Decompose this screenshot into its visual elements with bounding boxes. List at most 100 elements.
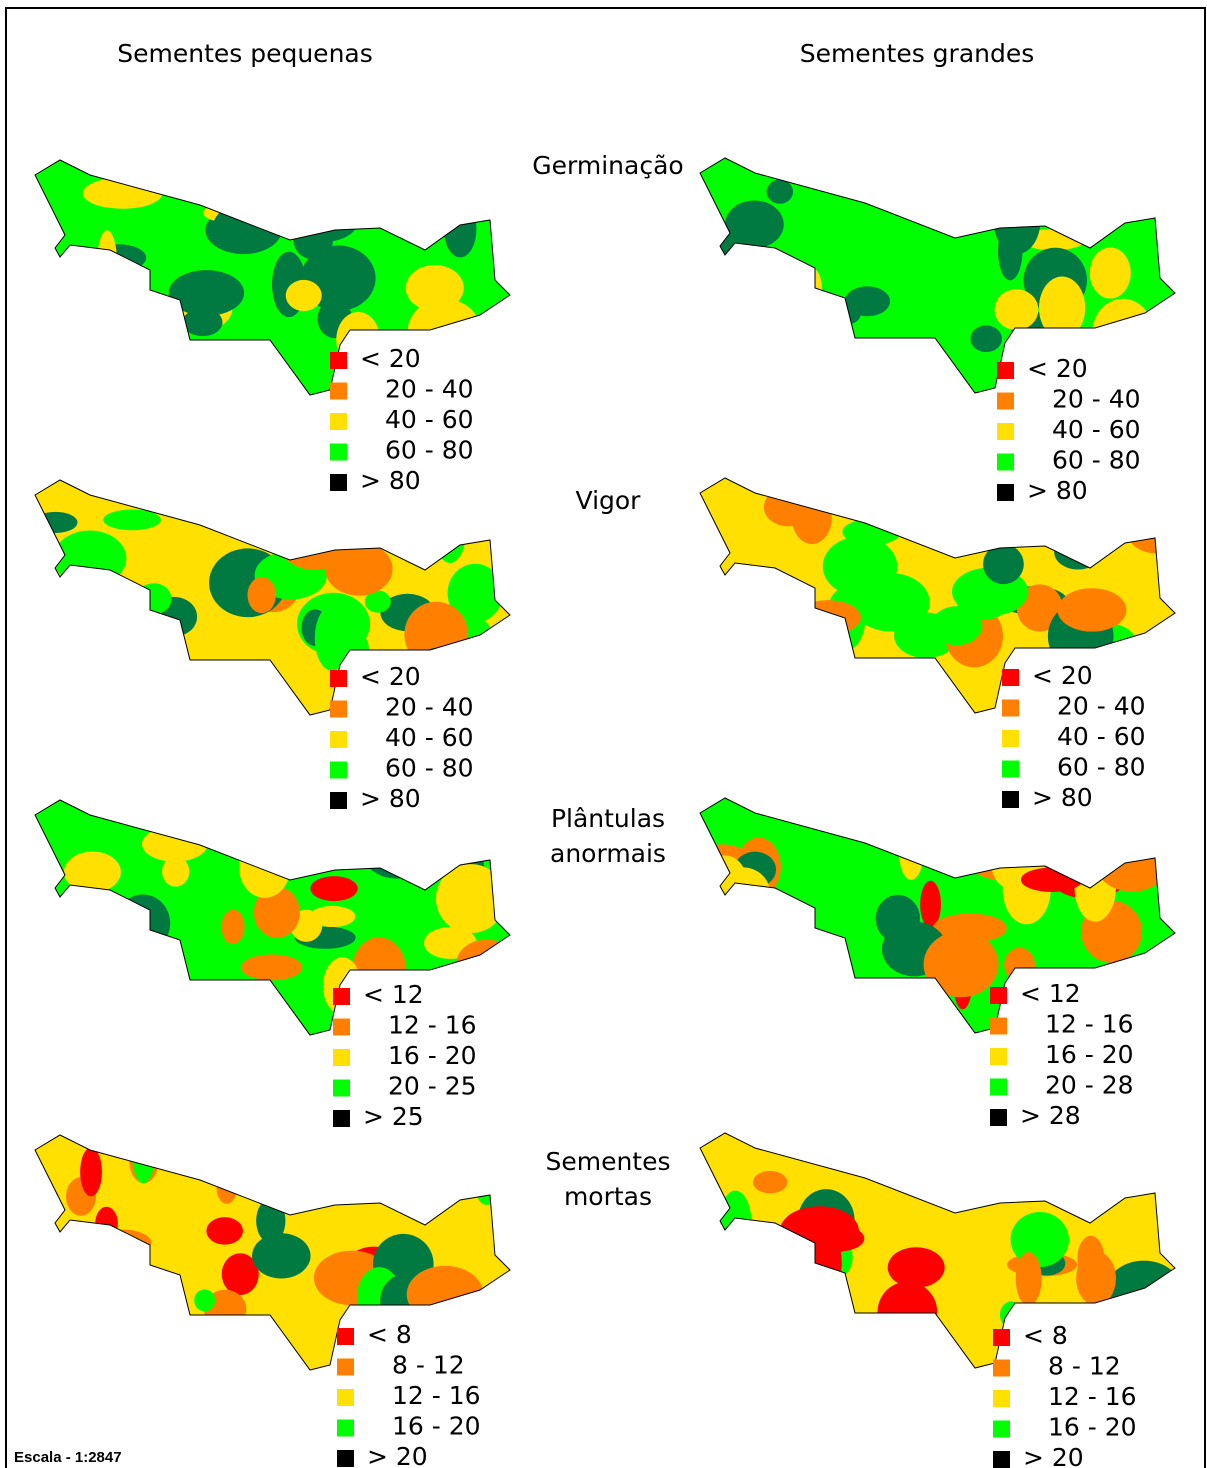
legend-label: 8 - 12 [392, 1351, 465, 1380]
legend-swatch [993, 1360, 1010, 1377]
legend-label: 40 - 60 [1057, 722, 1146, 751]
legend-label: > 20 [367, 1442, 428, 1468]
map-zone [310, 876, 357, 901]
figure: Sementes pequenas Sementes grandes Escal… [0, 0, 1207, 1468]
map-zone [424, 169, 498, 198]
legend-swatch [1002, 700, 1019, 717]
legend-swatch [337, 1359, 354, 1376]
map-zone [423, 166, 459, 214]
map-zone [116, 894, 171, 952]
map [35, 1122, 510, 1370]
map-zone [218, 799, 272, 858]
legend-swatch [1002, 669, 1019, 686]
legend-swatch [997, 393, 1014, 410]
map [34, 480, 510, 715]
legend-label: 20 - 28 [1045, 1071, 1134, 1100]
legend-swatch [333, 988, 350, 1005]
map-zone [408, 812, 442, 865]
legend-swatch [993, 1451, 1010, 1468]
map-zone [239, 836, 290, 898]
legend-label: > 25 [363, 1102, 424, 1131]
legend-label: 20 - 40 [385, 375, 474, 404]
map-zone [136, 583, 171, 614]
map-zone [700, 1274, 772, 1316]
map-zone [64, 851, 121, 892]
map-zone [823, 536, 897, 596]
row-label: Plântulas [551, 804, 665, 833]
map-zone [221, 910, 244, 944]
map-zone [444, 201, 477, 257]
map-zone [1011, 1212, 1069, 1267]
map-zone [404, 602, 468, 667]
map-zone [799, 1261, 844, 1330]
map-zone [213, 208, 255, 249]
map-zone [53, 531, 126, 586]
map [35, 790, 517, 1035]
map-zone [928, 174, 961, 224]
legend-swatch [330, 383, 347, 400]
map-zone [94, 1229, 152, 1255]
legend-label: < 12 [363, 980, 424, 1009]
row-label: anormais [550, 839, 666, 868]
map-zone [767, 267, 818, 315]
legend-label: 20 - 40 [1057, 692, 1146, 721]
legend-swatch [330, 413, 347, 430]
map-zone [480, 809, 506, 844]
legend-label: 40 - 60 [385, 405, 474, 434]
map-zone [307, 1145, 349, 1189]
legend-label: 12 - 16 [1048, 1382, 1137, 1411]
map-zone [286, 280, 322, 311]
legend-label: > 80 [360, 784, 421, 813]
legend-swatch [997, 484, 1014, 501]
map [35, 160, 510, 395]
legend-swatch [337, 1450, 354, 1467]
map-zone [332, 167, 393, 210]
map-zone [1035, 324, 1084, 353]
map-zone [194, 1289, 215, 1311]
map-zone [252, 1233, 310, 1278]
map-zone [1007, 884, 1027, 910]
map [698, 1133, 1182, 1368]
map-zone [1092, 299, 1153, 367]
legend-swatch [337, 1420, 354, 1437]
map-zone [1051, 512, 1105, 555]
map-zone [241, 954, 302, 980]
legend-label: < 20 [1027, 354, 1088, 383]
map-zone [888, 1247, 945, 1288]
map-zone [434, 496, 467, 563]
map-zone [732, 890, 759, 921]
map-zone [924, 931, 999, 997]
map-zone [67, 630, 135, 682]
map-zone [1125, 315, 1183, 379]
map-zone [124, 609, 153, 635]
map-zone [323, 957, 361, 1014]
legend-label: 12 - 16 [1045, 1010, 1134, 1039]
map-zone [1039, 276, 1085, 339]
legend-label: < 20 [360, 344, 421, 373]
map-zone [315, 606, 349, 671]
legend-swatch [1002, 730, 1019, 747]
map-zone [459, 821, 490, 843]
map-zone [877, 1282, 937, 1343]
map-zone [97, 230, 117, 296]
map-zone [995, 289, 1039, 330]
map-zone [1124, 320, 1190, 361]
map-zone [419, 648, 456, 678]
legend-swatch [997, 362, 1014, 379]
map-zone [294, 197, 358, 241]
map-zone [765, 1279, 798, 1317]
legend-label: < 20 [360, 662, 421, 691]
map-zone [325, 543, 393, 596]
legend-label: < 20 [1032, 661, 1093, 690]
map-zone [206, 1217, 243, 1244]
map-zone [1081, 1156, 1128, 1194]
map-zone [456, 940, 517, 988]
legend-swatch [333, 1019, 350, 1036]
map-zone [795, 600, 861, 635]
legend-label: > 80 [1027, 476, 1088, 505]
legend-swatch [1002, 761, 1019, 778]
legend-swatch [330, 352, 347, 369]
legend-label: 40 - 60 [385, 723, 474, 752]
map-zone [159, 170, 194, 194]
map-zone [710, 232, 735, 264]
